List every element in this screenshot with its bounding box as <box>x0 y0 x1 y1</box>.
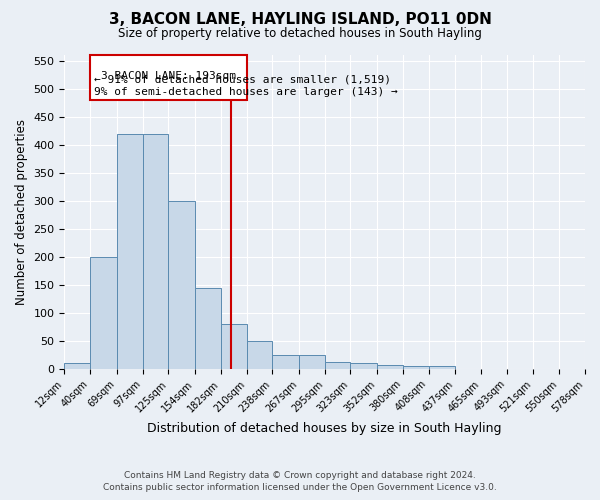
Bar <box>169 201 195 369</box>
Text: Contains public sector information licensed under the Open Government Licence v3: Contains public sector information licen… <box>103 484 497 492</box>
Bar <box>428 366 455 369</box>
Bar <box>377 364 403 369</box>
Bar <box>299 355 325 369</box>
Y-axis label: Number of detached properties: Number of detached properties <box>15 119 28 305</box>
Text: ← 91% of detached houses are smaller (1,519): ← 91% of detached houses are smaller (1,… <box>94 74 391 84</box>
Bar <box>325 362 350 369</box>
X-axis label: Distribution of detached houses by size in South Hayling: Distribution of detached houses by size … <box>148 422 502 435</box>
Bar <box>585 366 600 369</box>
Bar <box>350 364 377 369</box>
Bar <box>247 341 272 369</box>
Text: 3, BACON LANE, HAYLING ISLAND, PO11 0DN: 3, BACON LANE, HAYLING ISLAND, PO11 0DN <box>109 12 491 28</box>
Text: Size of property relative to detached houses in South Hayling: Size of property relative to detached ho… <box>118 28 482 40</box>
Bar <box>195 288 221 369</box>
Bar <box>403 366 428 369</box>
Text: 3 BACON LANE: 193sqm: 3 BACON LANE: 193sqm <box>101 70 236 81</box>
Bar <box>221 324 247 369</box>
Bar <box>117 134 143 369</box>
Bar <box>90 257 117 369</box>
Text: Contains HM Land Registry data © Crown copyright and database right 2024.: Contains HM Land Registry data © Crown c… <box>124 471 476 480</box>
Bar <box>272 355 299 369</box>
FancyBboxPatch shape <box>90 55 247 100</box>
Text: 9% of semi-detached houses are larger (143) →: 9% of semi-detached houses are larger (1… <box>94 87 398 97</box>
Bar <box>143 134 169 369</box>
Bar <box>64 364 90 369</box>
